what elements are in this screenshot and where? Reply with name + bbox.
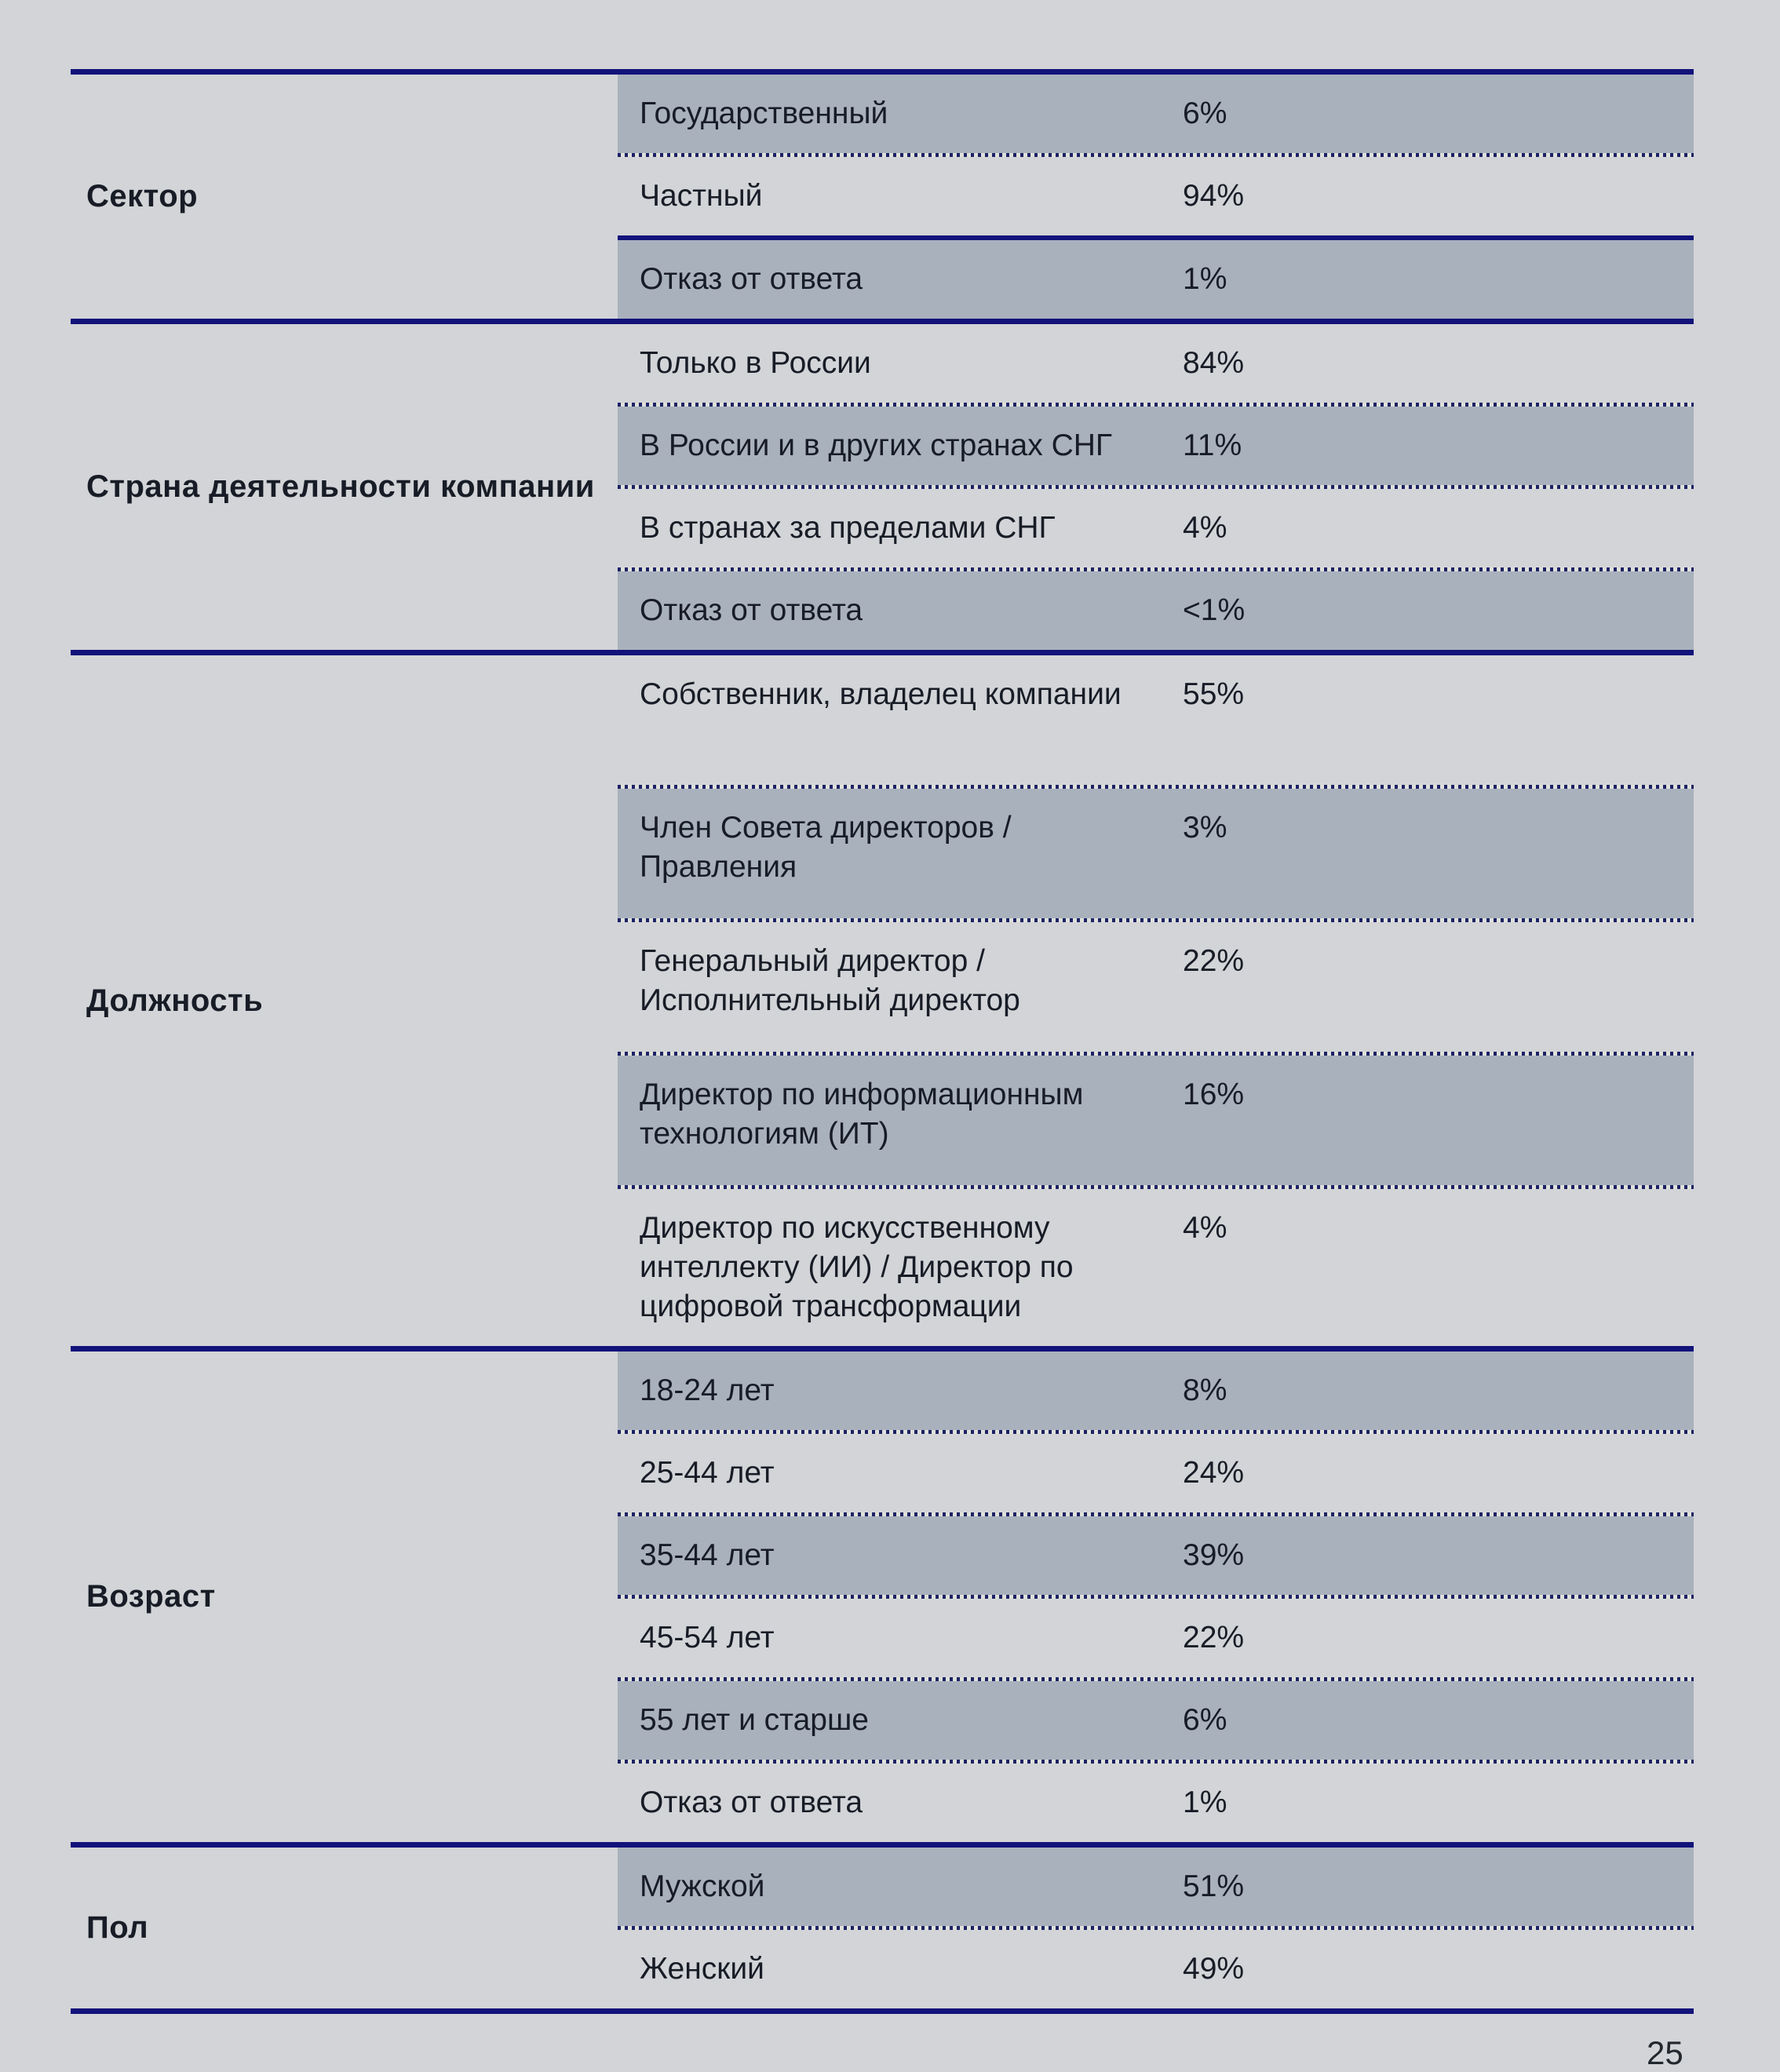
percent-value: 3%: [1183, 811, 1227, 844]
row-separator: [618, 918, 1694, 922]
table-section: Возраст 18-24 лет 8% 25-44 лет 24% 35-44 лет 3…: [71, 1346, 1694, 1842]
row-separator: [618, 235, 1694, 240]
answer-label: 55 лет и старше: [640, 1703, 869, 1737]
section-label: Возраст: [86, 1579, 216, 1614]
answer-label: Член Совета директоров / Правления: [640, 811, 1012, 884]
table-section: Сектор Государственный 6% Частный 94% Отказ о…: [71, 69, 1694, 319]
percent-value: 4%: [1183, 1211, 1227, 1245]
table-row: Женский 49%: [618, 1930, 1694, 2008]
percent-value: 6%: [1183, 1703, 1227, 1737]
answer-label: Отказ от ответа: [640, 593, 863, 627]
row-separator: [618, 485, 1694, 489]
row-separator: [618, 1052, 1694, 1056]
row-separator: [618, 1595, 1694, 1599]
table-bottom-border: [71, 2008, 1694, 2014]
table-row: Государственный 6%: [618, 75, 1694, 153]
table-row: Отказ от ответа 1%: [618, 240, 1694, 319]
answer-label: 35-44 лет: [640, 1538, 775, 1572]
table-row: 55 лет и старше 6%: [618, 1681, 1694, 1760]
section-rows: 18-24 лет 8% 25-44 лет 24% 35-44 лет 39% 45-54…: [618, 1352, 1694, 1842]
answer-label: Директор по информационным технологиям (…: [640, 1078, 1084, 1151]
percent-value: 22%: [1183, 944, 1245, 978]
answer-label: Только в России: [640, 346, 871, 380]
table-row: Собственник, владелец компании 55%: [618, 655, 1694, 785]
percent-value: 84%: [1183, 346, 1245, 380]
demographics-table: Сектор Государственный 6% Частный 94% Отказ о…: [71, 69, 1694, 2014]
row-separator: [618, 153, 1694, 157]
answer-label: Женский: [640, 1952, 764, 1986]
answer-label: 45-54 лет: [640, 1621, 775, 1654]
answer-label: 25-44 лет: [640, 1456, 775, 1490]
answer-label: Мужской: [640, 1870, 765, 1903]
section-label: Страна деятельности компании: [86, 469, 595, 504]
percent-value: 49%: [1183, 1952, 1245, 1986]
row-separator: [618, 785, 1694, 789]
table-row: 45-54 лет 22%: [618, 1599, 1694, 1677]
section-label: Сектор: [86, 179, 199, 213]
table-row: 18-24 лет 8%: [618, 1352, 1694, 1430]
page-number: 25: [1647, 2034, 1683, 2071]
section-rows: Государственный 6% Частный 94% Отказ от отве…: [618, 75, 1694, 319]
answer-label: Государственный: [640, 97, 888, 130]
row-separator: [618, 567, 1694, 571]
percent-value: 8%: [1183, 1373, 1227, 1407]
percent-value: 16%: [1183, 1078, 1245, 1111]
percent-value: 94%: [1183, 179, 1245, 213]
answer-label: Директор по искусственному интеллекту (И…: [640, 1211, 1074, 1323]
answer-label: В странах за пределами СНГ: [640, 511, 1056, 545]
percent-value: 39%: [1183, 1538, 1245, 1572]
row-separator: [618, 1926, 1694, 1930]
table-row: Только в России 84%: [618, 324, 1694, 403]
row-separator: [618, 1677, 1694, 1681]
row-separator: [618, 1430, 1694, 1434]
table-section: Страна деятельности компании Только в Рос…: [71, 319, 1694, 650]
percent-value: 51%: [1183, 1870, 1245, 1903]
section-label: Пол: [86, 1910, 149, 1945]
section-rows: Собственник, владелец компании 55% Член Со…: [618, 655, 1694, 1346]
table-row: 35-44 лет 39%: [618, 1516, 1694, 1595]
percent-value: 22%: [1183, 1621, 1245, 1654]
answer-label: В России и в других странах СНГ: [640, 429, 1113, 462]
percent-value: 1%: [1183, 262, 1227, 296]
percent-value: <1%: [1183, 593, 1246, 627]
row-separator: [618, 1760, 1694, 1764]
table-row: Член Совета директоров / Правления 3%: [618, 789, 1694, 918]
table-row: Генеральный директор / Исполнительный ди…: [618, 922, 1694, 1052]
percent-value: 24%: [1183, 1456, 1245, 1490]
table-row: 25-44 лет 24%: [618, 1434, 1694, 1512]
answer-label: Генеральный директор / Исполнительный ди…: [640, 944, 1020, 1017]
answer-label: Частный: [640, 179, 763, 213]
answer-label: Собственник, владелец компании: [640, 677, 1122, 711]
section-label: Должность: [86, 983, 264, 1018]
row-separator: [618, 1512, 1694, 1516]
table-row: В странах за пределами СНГ 4%: [618, 489, 1694, 567]
section-rows: Мужской 51% Женский 49%: [618, 1848, 1694, 2008]
answer-label: Отказ от ответа: [640, 262, 863, 296]
table-section: Должность Собственник, владелец компании 5…: [71, 650, 1694, 1346]
percent-value: 4%: [1183, 511, 1227, 545]
row-separator: [618, 403, 1694, 407]
percent-value: 6%: [1183, 97, 1227, 130]
percent-value: 1%: [1183, 1786, 1227, 1819]
table-row: В России и в других странах СНГ 11%: [618, 407, 1694, 485]
table-row: Отказ от ответа 1%: [618, 1764, 1694, 1842]
row-separator: [618, 1185, 1694, 1189]
table-row: Директор по информационным технологиям (…: [618, 1056, 1694, 1185]
percent-value: 11%: [1183, 429, 1242, 462]
table-row: Мужской 51%: [618, 1848, 1694, 1926]
table-section: Пол Мужской 51% Женский 49%: [71, 1842, 1694, 2008]
table-row: Директор по искусственному интеллекту (И…: [618, 1189, 1694, 1346]
table-row: Частный 94%: [618, 157, 1694, 235]
section-rows: Только в России 84% В России и в других ст…: [618, 324, 1694, 650]
table-row: Отказ от ответа <1%: [618, 571, 1694, 650]
answer-label: 18-24 лет: [640, 1373, 775, 1407]
percent-value: 55%: [1183, 677, 1245, 711]
answer-label: Отказ от ответа: [640, 1786, 863, 1819]
